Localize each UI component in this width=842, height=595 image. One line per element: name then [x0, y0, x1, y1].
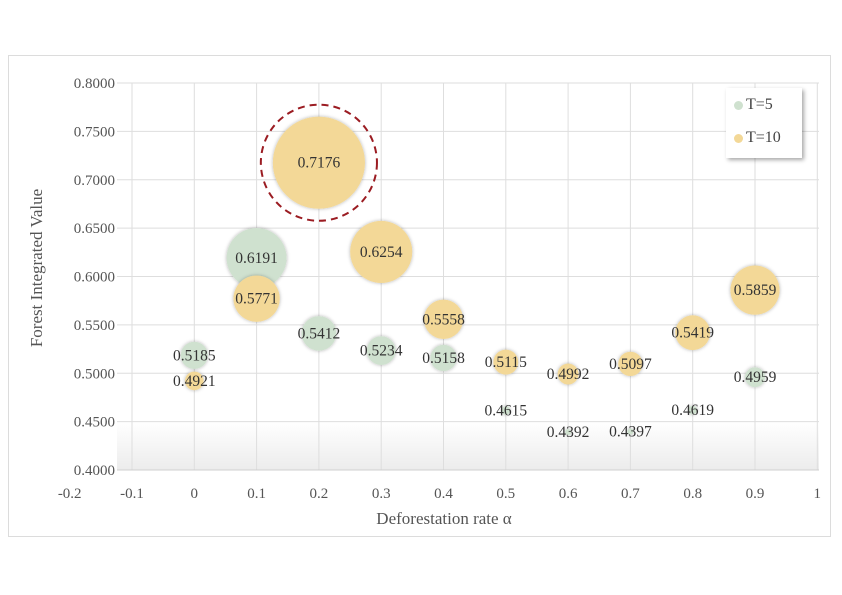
bubble-t5 [688, 405, 698, 415]
x-tick-label: 0.8 [683, 486, 702, 502]
y-tick-label: 0.5000 [74, 366, 115, 382]
y-tick-label: 0.5500 [74, 318, 115, 334]
x-tick-label: 0 [191, 486, 199, 502]
x-tick-label: -0.2 [58, 486, 82, 502]
bubble-t5 [301, 316, 337, 351]
legend-marker-icon [734, 100, 743, 110]
y-tick-label: 0.6000 [74, 270, 115, 286]
data-label: 0.5771 [235, 291, 278, 308]
y-tick-label: 0.6500 [74, 221, 115, 237]
y-tick-label: 0.7500 [74, 124, 115, 140]
chart-frame [8, 55, 831, 537]
bubble-t10 [423, 299, 464, 339]
bubble-t10 [350, 220, 413, 283]
y-tick-label: 0.7000 [74, 173, 115, 189]
bubble-t10 [730, 265, 780, 315]
data-label: 0.4615 [484, 402, 527, 419]
x-tick-label: 0.9 [746, 486, 765, 502]
data-label: 0.5234 [360, 343, 403, 360]
legend-marker-icon [734, 133, 743, 143]
y-tick-label: 0.4500 [74, 415, 115, 431]
highlight-dashed-circle [259, 103, 378, 222]
legend-item-t10: T=10 [734, 129, 781, 147]
y-tick-label: 0.4000 [74, 463, 115, 479]
data-label: 0.5115 [485, 354, 527, 371]
bubble-t5 [627, 428, 634, 435]
data-label: 0.5558 [422, 311, 465, 328]
data-label: 0.5158 [422, 350, 465, 367]
bubble-t10 [272, 116, 365, 209]
bubble-t10 [557, 363, 579, 385]
x-tick-label: 0.4 [434, 486, 453, 502]
x-tick-label: 0.1 [247, 486, 266, 502]
bubbles [180, 103, 780, 436]
data-label: 0.6191 [235, 250, 278, 267]
bubble-t5 [565, 429, 572, 436]
x-tick-label: 0.5 [496, 486, 515, 502]
x-tick-label: 0.7 [621, 486, 640, 502]
bubble-t10 [493, 349, 519, 375]
x-tick-label: 1 [814, 486, 822, 502]
data-label: 0.4921 [173, 373, 216, 390]
y-tick-label: 0.8000 [74, 76, 115, 92]
y-axis-title: Forest Integrated Value [27, 189, 46, 347]
legend-label: T=10 [746, 129, 781, 146]
x-tick-label: 0.2 [310, 486, 329, 502]
data-label: 0.4619 [671, 402, 714, 419]
bubble-t5 [180, 341, 208, 369]
bubble-t10 [184, 371, 204, 391]
bubble-t10 [618, 351, 643, 377]
bubble-t5 [501, 406, 511, 415]
data-label: 0.4397 [609, 424, 652, 441]
bubble-t5 [745, 367, 765, 388]
x-tick-label: 0.3 [372, 486, 391, 502]
data-label: 0.4392 [547, 424, 590, 441]
legend-label: T=5 [746, 96, 773, 113]
x-tick-label: 0.6 [559, 486, 578, 502]
data-label: 0.5419 [671, 325, 714, 342]
plot-shade [117, 421, 819, 470]
data-label: 0.5185 [173, 347, 216, 364]
data-label: 0.6254 [360, 244, 403, 261]
data-label: 0.5097 [609, 356, 652, 373]
data-label: 0.7176 [298, 155, 341, 172]
ticks: 0.40000.45000.50000.55000.60000.65000.70… [58, 76, 821, 502]
grid [117, 82, 819, 471]
legend: T=5 T=10 [726, 88, 802, 158]
x-axis-title: Deforestation rate α [376, 509, 511, 528]
x-tick-label: -0.1 [120, 486, 144, 502]
data-label: 0.4992 [547, 366, 590, 383]
bubble-t10 [675, 315, 711, 351]
bubble-t5 [366, 336, 396, 366]
legend-item-t5: T=5 [734, 96, 773, 114]
bubble-t5 [430, 344, 457, 372]
data-label: 0.4959 [734, 369, 777, 386]
data-label: 0.5412 [298, 325, 341, 342]
data-label: 0.5859 [734, 282, 777, 299]
bubble-t5 [226, 228, 287, 289]
bubble-t10 [233, 275, 280, 322]
data-labels: 0.5185 0.6191 0.5412 0.5234 0.5158 0.4615 0.43… [173, 155, 777, 441]
